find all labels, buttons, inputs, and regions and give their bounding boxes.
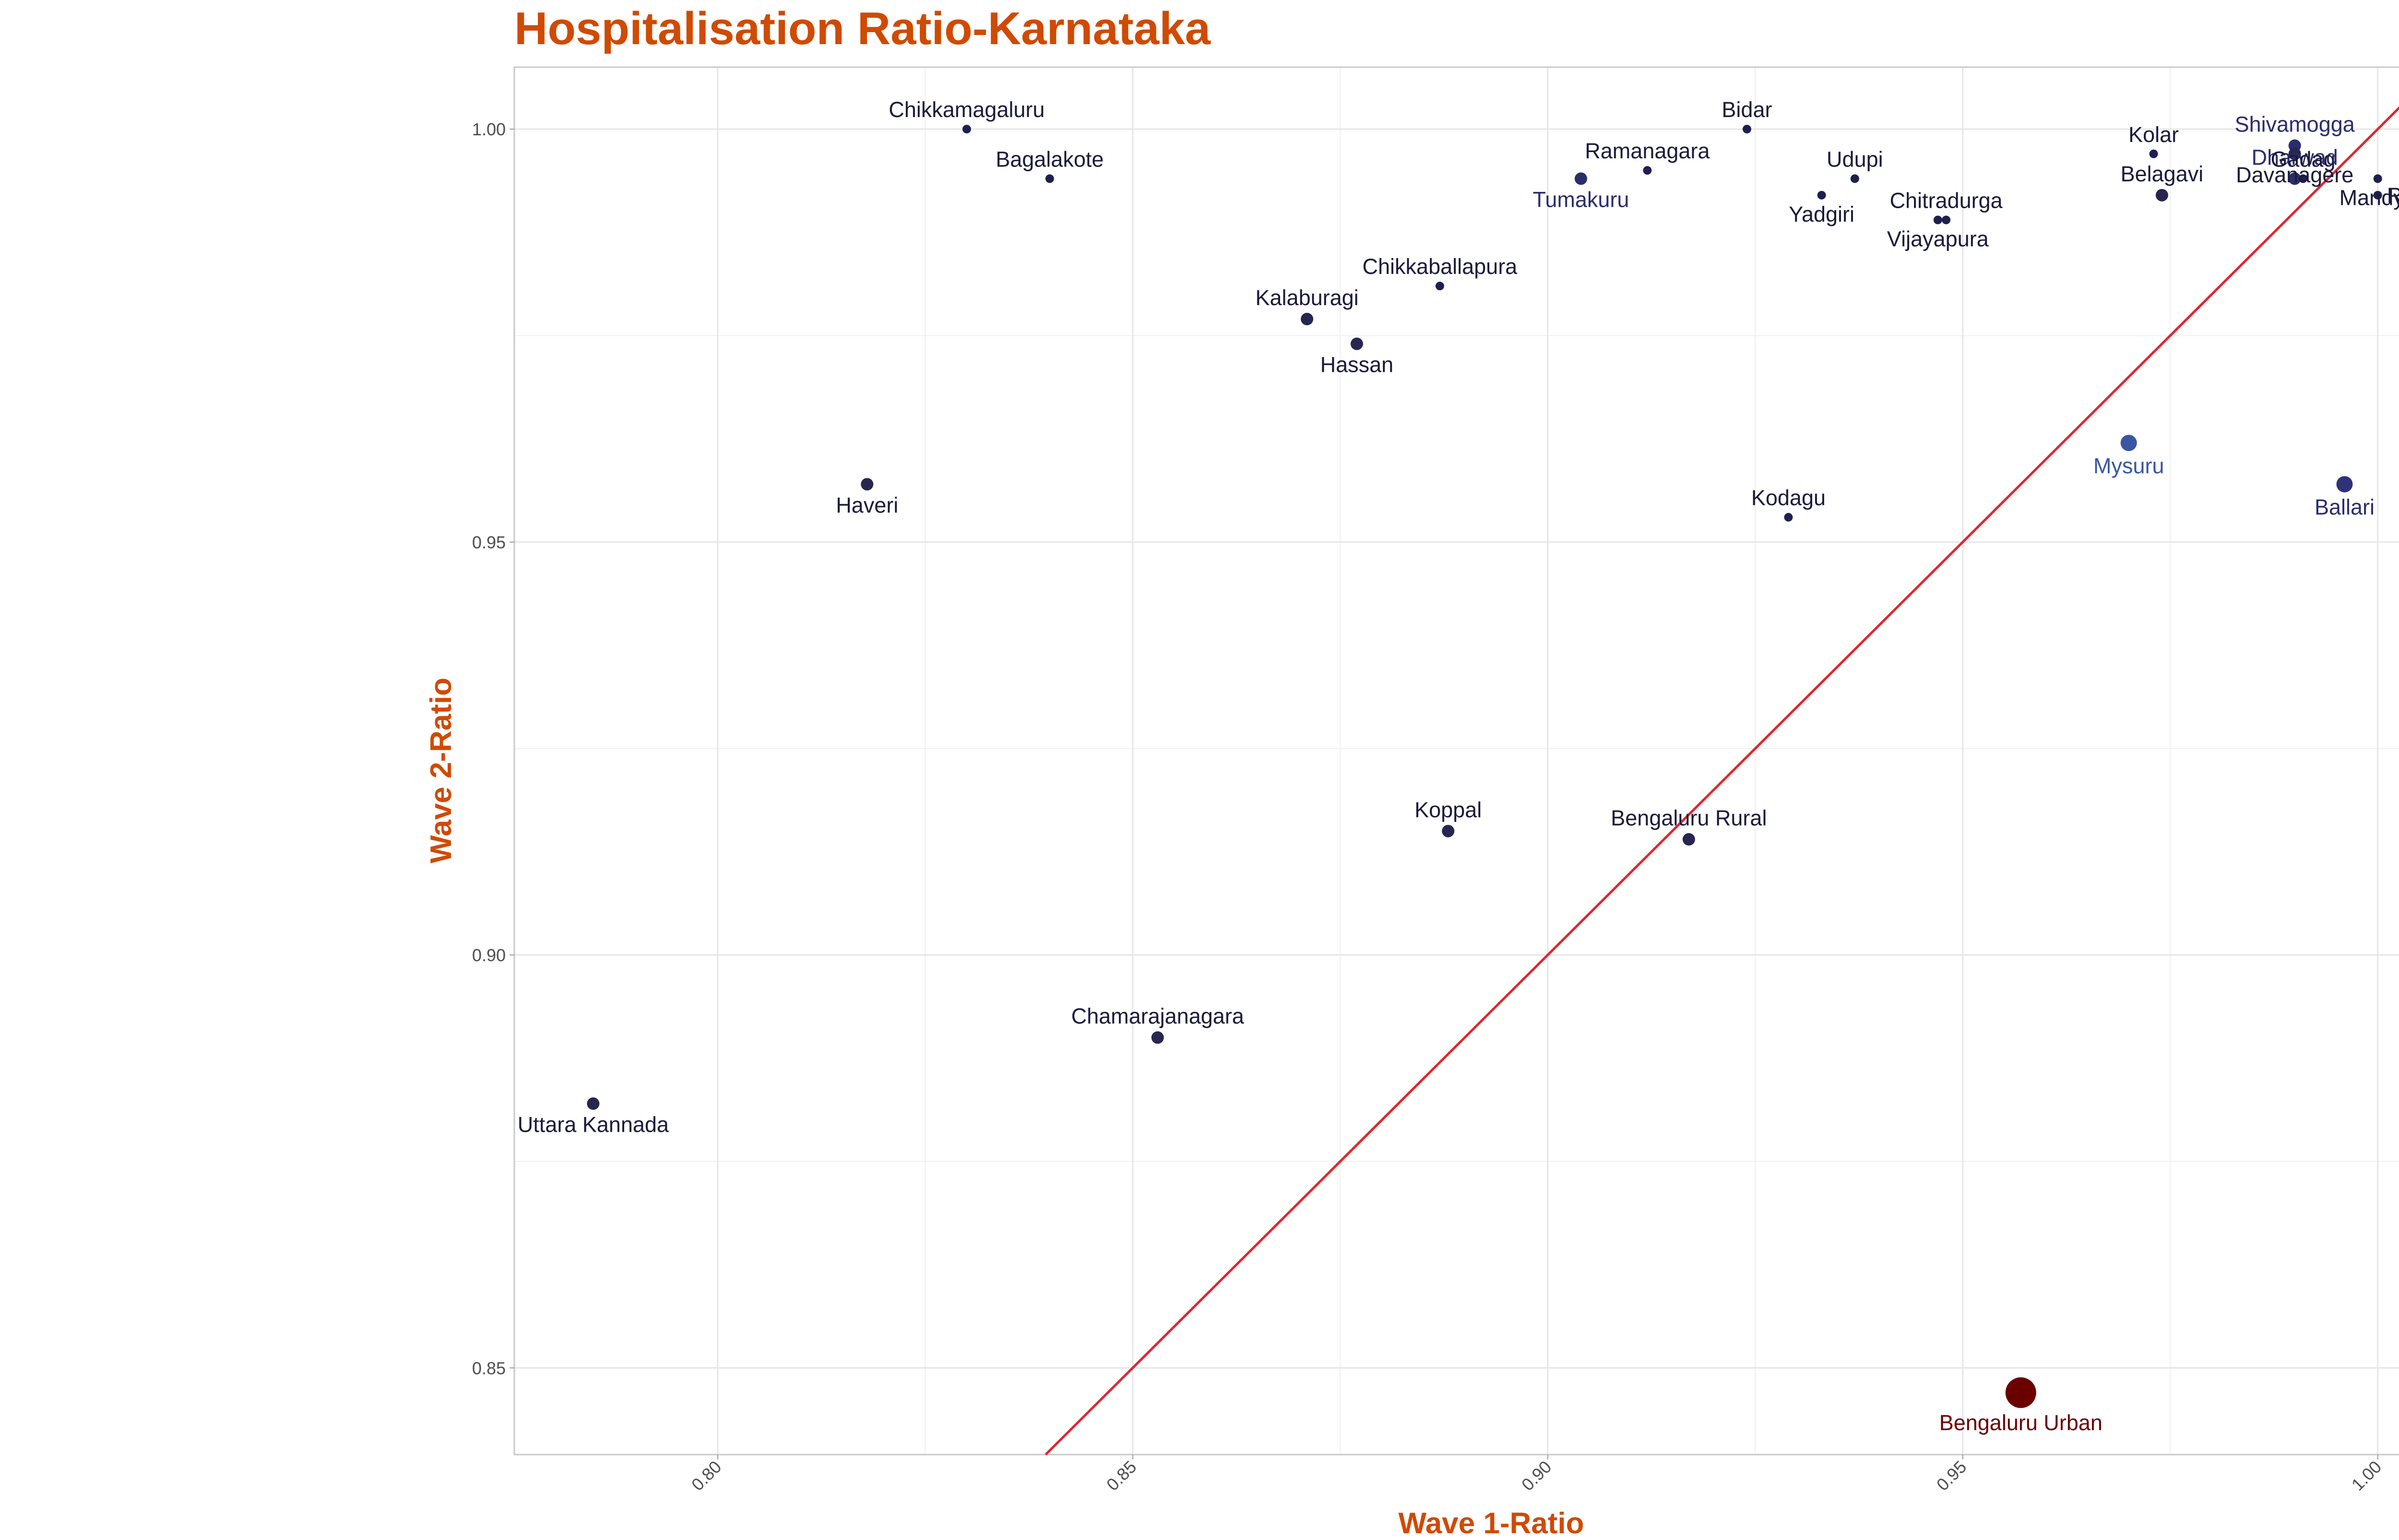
data-point bbox=[1045, 174, 1054, 183]
grid-minor bbox=[514, 67, 2399, 1455]
x-tick-label: 0.95 bbox=[1933, 1457, 1971, 1495]
point-label: Shivamogga bbox=[2235, 112, 2355, 137]
point-label: Udupi bbox=[1827, 147, 1883, 171]
data-point bbox=[962, 125, 971, 134]
point-label: Ballari bbox=[2315, 495, 2375, 519]
point-label: Bagalakote bbox=[996, 147, 1104, 171]
point-label: Haveri bbox=[836, 493, 898, 517]
y-axis: 0.85 0.90 0.95 1.00 bbox=[472, 119, 514, 1378]
y-tick-label: 0.85 bbox=[472, 1358, 506, 1378]
point-label: Kalaburagi bbox=[1256, 285, 1359, 310]
data-point bbox=[1784, 513, 1793, 522]
y-tick-label: 1.00 bbox=[472, 119, 506, 139]
point-label: Mandya bbox=[2340, 185, 2399, 210]
x-tick-label: 1.00 bbox=[2348, 1457, 2386, 1495]
y-axis-title: Wave 2-Ratio bbox=[425, 677, 458, 863]
x-tick-label: 0.80 bbox=[688, 1457, 725, 1495]
point-label: Kolar bbox=[2128, 122, 2179, 147]
reference-line-group bbox=[1045, 106, 2399, 1456]
point-label: Ramanagara bbox=[1585, 139, 1710, 163]
data-point bbox=[1574, 172, 1587, 185]
point-label: Chitradurga bbox=[1890, 188, 2003, 213]
x-tick-label: 0.85 bbox=[1103, 1457, 1140, 1495]
reference-line bbox=[1045, 106, 2399, 1456]
point-label: Kodagu bbox=[1751, 486, 1826, 510]
point-label: Mysuru bbox=[2093, 453, 2164, 478]
y-tick-label: 0.90 bbox=[472, 946, 506, 965]
point-label: Bidar bbox=[1722, 97, 1772, 122]
data-point bbox=[2288, 147, 2301, 160]
data-point bbox=[1682, 833, 1695, 846]
point-labels: Chikkamagaluru Bagalakote Bidar Ramanagara T… bbox=[518, 97, 2399, 1435]
data-point bbox=[1301, 313, 1314, 326]
point-label: Hassan bbox=[1320, 353, 1394, 377]
data-point bbox=[1817, 190, 1826, 200]
point-label: Dharwad bbox=[2252, 145, 2338, 169]
data-point bbox=[2373, 190, 2382, 200]
x-axis-title: Wave 1-Ratio bbox=[1398, 1507, 1584, 1540]
plot-panel-border bbox=[513, 66, 2399, 1456]
point-label: Chikkamagaluru bbox=[889, 97, 1045, 122]
data-point bbox=[1350, 337, 1363, 350]
data-point bbox=[2299, 174, 2308, 183]
data-points bbox=[587, 125, 2382, 1408]
y-tick-label: 0.95 bbox=[472, 533, 506, 552]
data-point bbox=[1850, 174, 1859, 183]
point-label: Tumakuru bbox=[1533, 187, 1629, 212]
data-point bbox=[1942, 215, 1951, 225]
point-label: Vijayapura bbox=[1887, 226, 1989, 251]
data-point bbox=[1643, 166, 1652, 175]
point-label: Chamarajanagara bbox=[1071, 1004, 1245, 1029]
data-point bbox=[2149, 149, 2158, 158]
x-tick-label: 0.90 bbox=[1518, 1457, 1556, 1495]
data-point bbox=[2155, 189, 2168, 201]
point-label: Yadgiri bbox=[1789, 202, 1854, 226]
data-point bbox=[861, 478, 874, 491]
point-label: Raichur bbox=[2387, 183, 2399, 208]
data-point bbox=[1435, 282, 1444, 291]
point-label: Chikkaballapura bbox=[1363, 254, 1518, 279]
data-point bbox=[2120, 435, 2137, 451]
point-label: Davanagere bbox=[2236, 163, 2353, 187]
x-axis: 0.80 0.85 0.90 0.95 1.00 bbox=[688, 1455, 2385, 1494]
data-point bbox=[1442, 825, 1455, 838]
data-point bbox=[1933, 215, 1942, 225]
data-point bbox=[1742, 125, 1751, 134]
point-label: Gadag bbox=[2270, 147, 2335, 171]
point-label: Koppal bbox=[1414, 797, 1482, 822]
data-point bbox=[1151, 1031, 1164, 1044]
data-point bbox=[2288, 172, 2301, 185]
data-point bbox=[2336, 476, 2353, 493]
point-label: Bengaluru Urban bbox=[1939, 1410, 2102, 1435]
point-label: Uttara Kannada bbox=[518, 1112, 669, 1137]
point-label: Bengaluru Rural bbox=[1611, 806, 1767, 830]
chart-title: Hospitalisation Ratio-Karnataka bbox=[514, 3, 1211, 54]
data-point bbox=[2005, 1377, 2036, 1408]
data-point bbox=[587, 1097, 600, 1110]
point-label: Belagavi bbox=[2121, 162, 2204, 186]
data-point bbox=[2373, 174, 2382, 183]
grid-major bbox=[514, 67, 2399, 1455]
